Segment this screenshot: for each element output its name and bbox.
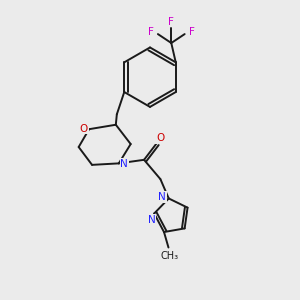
Text: O: O	[80, 124, 88, 134]
Text: F: F	[168, 16, 174, 27]
Text: N: N	[148, 215, 156, 225]
Text: F: F	[148, 27, 154, 37]
Text: F: F	[189, 27, 194, 37]
Text: CH₃: CH₃	[161, 251, 179, 261]
Text: O: O	[156, 133, 164, 143]
Text: N: N	[158, 192, 166, 202]
Text: N: N	[120, 159, 128, 169]
